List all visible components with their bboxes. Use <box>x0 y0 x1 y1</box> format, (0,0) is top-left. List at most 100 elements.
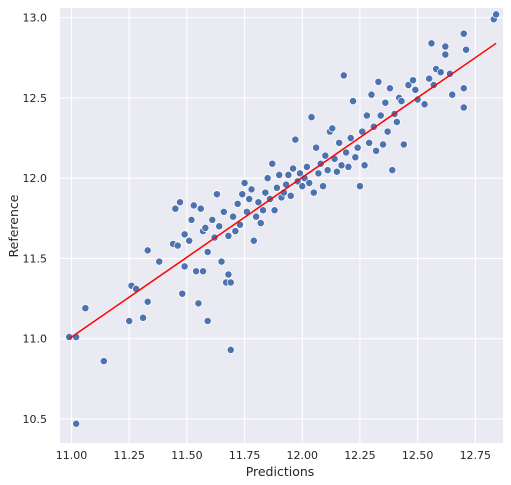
data-point <box>143 246 152 255</box>
x-tick-label: 12.50 <box>402 449 434 462</box>
data-point <box>176 198 184 207</box>
y-tick-label: 13.0 <box>23 12 48 25</box>
data-point <box>259 206 267 215</box>
data-point <box>72 419 81 428</box>
data-point <box>139 313 148 322</box>
y-tick-label: 12.0 <box>23 172 48 185</box>
y-axis-label: Reference <box>6 194 21 257</box>
data-point <box>143 297 152 306</box>
data-point <box>342 148 351 157</box>
data-point <box>199 267 208 276</box>
data-point <box>362 111 371 120</box>
data-point <box>249 236 258 245</box>
data-point <box>332 167 341 176</box>
data-point <box>459 84 468 93</box>
data-point <box>459 103 468 112</box>
data-point <box>196 204 205 213</box>
data-point <box>261 188 270 197</box>
data-point <box>286 191 295 200</box>
y-tick-label: 10.5 <box>23 413 48 426</box>
data-point <box>383 127 392 136</box>
data-point <box>187 215 196 224</box>
data-point <box>203 317 212 325</box>
x-tick-labels: 11.00 11.25 11.50 11.75 12.00 12.25 12.50 12.75 <box>56 449 491 462</box>
data-point <box>284 170 293 179</box>
data-point <box>376 111 385 120</box>
data-point <box>226 345 235 354</box>
data-point <box>185 236 194 245</box>
data-point <box>272 183 281 192</box>
data-point <box>346 134 355 142</box>
grid-lines <box>60 8 503 443</box>
data-point <box>296 169 304 178</box>
data-point <box>233 199 242 208</box>
data-point <box>381 98 390 107</box>
fit-line <box>68 42 497 340</box>
data-point <box>203 248 212 256</box>
data-point <box>436 68 445 77</box>
data-point <box>240 179 249 187</box>
fit-line-group <box>68 42 497 340</box>
data-point <box>365 138 374 147</box>
data-point <box>321 151 330 160</box>
data-point <box>459 29 468 38</box>
data-point <box>180 230 189 239</box>
data-point <box>215 222 224 231</box>
data-point <box>367 90 376 99</box>
data-point <box>173 241 182 250</box>
data-point <box>263 174 272 183</box>
data-point <box>323 166 332 175</box>
data-point <box>194 299 203 308</box>
data-point <box>302 162 311 171</box>
data-point <box>268 159 277 168</box>
data-point <box>374 77 383 86</box>
data-point <box>335 138 344 147</box>
y-tick-label: 11.0 <box>23 333 48 346</box>
x-tick-label: 11.25 <box>113 449 145 462</box>
data-point <box>212 190 221 199</box>
x-tick-label: 12.25 <box>344 449 376 462</box>
y-tick-labels: 10.5 11.0 11.5 12.0 12.5 13.0 <box>23 12 48 426</box>
data-point <box>409 76 417 85</box>
data-point <box>275 170 284 179</box>
data-point <box>425 74 434 83</box>
data-point <box>256 219 265 228</box>
data-point <box>298 182 307 191</box>
data-point <box>344 162 353 171</box>
data-point <box>448 90 457 99</box>
x-axis-label: Predictions <box>246 464 315 479</box>
data-point <box>399 140 408 149</box>
data-point <box>229 212 237 221</box>
data-point <box>245 195 254 203</box>
data-point <box>238 190 247 199</box>
data-point <box>81 304 90 313</box>
data-point <box>319 182 327 191</box>
x-tick-label: 11.00 <box>56 449 88 462</box>
data-point <box>372 146 381 155</box>
data-point <box>339 71 348 80</box>
data-point <box>224 231 233 240</box>
data-point <box>307 113 316 122</box>
scatter-points <box>65 10 501 428</box>
data-point <box>337 161 346 170</box>
data-point <box>355 182 364 191</box>
x-tick-label: 12.75 <box>460 449 492 462</box>
x-tick-label: 11.50 <box>171 449 203 462</box>
data-point <box>309 188 318 197</box>
data-point <box>270 206 279 215</box>
data-point <box>99 357 108 366</box>
data-point <box>392 118 401 126</box>
data-point <box>171 204 180 213</box>
data-point <box>314 169 323 178</box>
data-point <box>353 143 362 152</box>
data-point <box>291 135 300 144</box>
plot-background <box>60 8 503 443</box>
data-point <box>252 212 261 221</box>
data-point <box>462 45 471 54</box>
data-point <box>231 227 240 236</box>
x-tick-label: 11.75 <box>229 449 261 462</box>
data-point <box>385 84 394 93</box>
data-point <box>226 278 235 287</box>
data-point <box>180 262 189 271</box>
